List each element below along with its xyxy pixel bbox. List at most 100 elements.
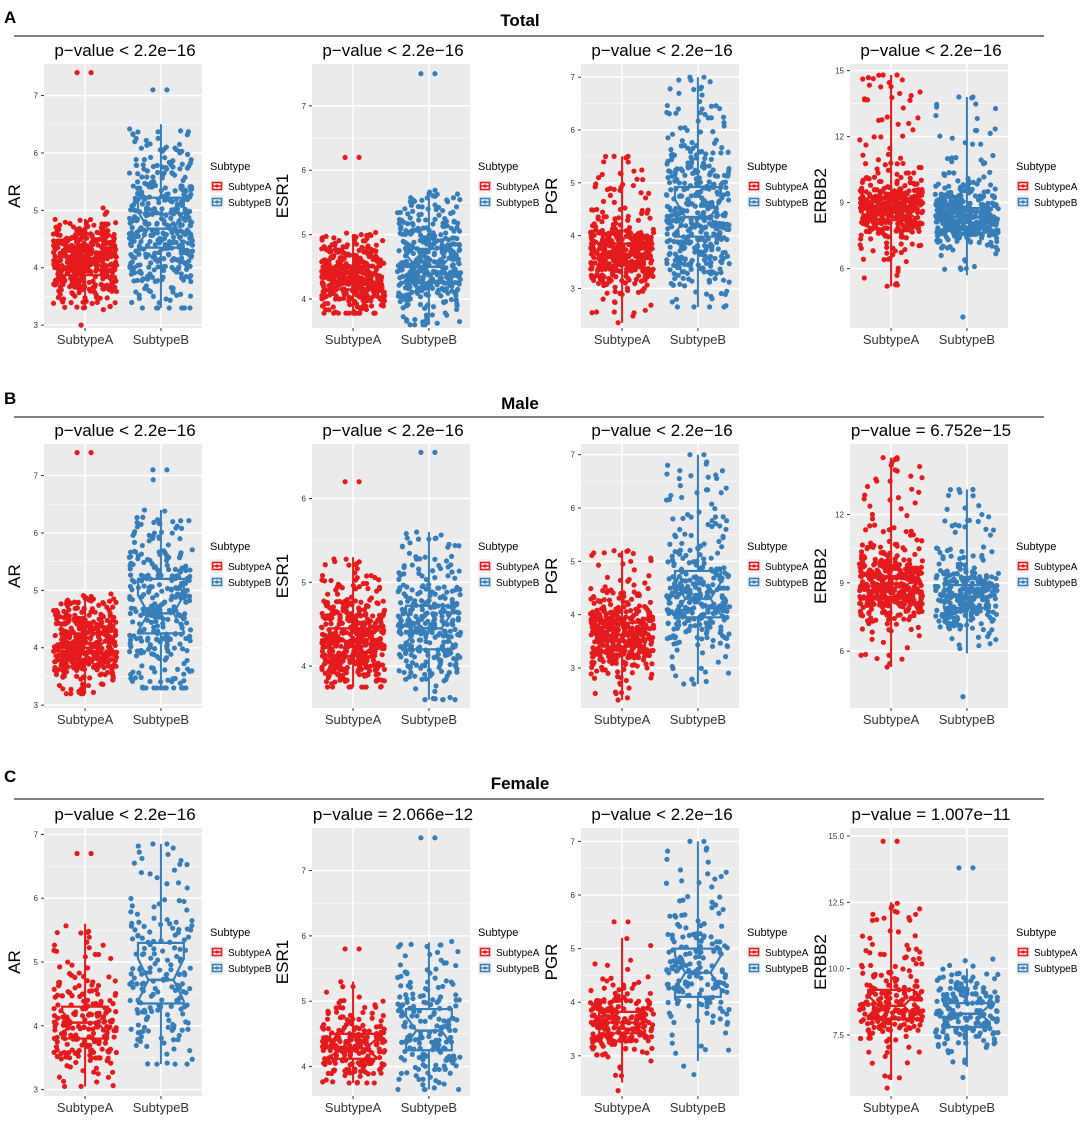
data-point [412, 316, 418, 323]
x-tick-label: SubtypeA [57, 332, 114, 347]
data-point [171, 256, 177, 262]
data-point [177, 641, 183, 647]
y-tick-label: 5 [34, 586, 39, 595]
data-point [169, 264, 175, 271]
data-point [161, 256, 167, 262]
data-point [646, 190, 652, 196]
data-point [73, 637, 79, 643]
p-value-title: p−value < 2.2e−16 [860, 41, 1001, 60]
data-point [338, 643, 344, 649]
data-point [682, 172, 688, 178]
data-point [667, 220, 673, 226]
data-point [909, 229, 915, 235]
data-point [75, 620, 81, 626]
data-point [341, 250, 347, 256]
data-point [343, 556, 349, 562]
data-point [978, 157, 984, 163]
data-point [52, 632, 58, 639]
data-point [166, 554, 172, 560]
data-point [875, 230, 881, 236]
data-point [52, 664, 58, 671]
data-point [691, 304, 697, 310]
data-point [425, 255, 431, 261]
y-tick-label: 4 [571, 232, 576, 241]
data-point [154, 162, 160, 169]
data-point [76, 264, 83, 270]
data-point [323, 293, 329, 300]
data-point [50, 231, 57, 237]
data-point [338, 254, 344, 261]
data-point [126, 235, 133, 241]
data-point [681, 142, 687, 149]
data-point [70, 224, 77, 230]
data-point [403, 530, 409, 537]
data-point [689, 201, 695, 207]
data-point [712, 255, 718, 262]
data-point [910, 127, 916, 133]
data-point [698, 224, 705, 230]
data-point [139, 305, 146, 311]
x-tick-label: SubtypeB [670, 332, 726, 347]
data-point [590, 207, 596, 213]
data-point [960, 181, 966, 188]
data-point [859, 188, 865, 194]
y-tick-label: 3 [34, 701, 39, 710]
data-point [177, 613, 183, 619]
legend-title: Subtype [747, 161, 787, 173]
data-point [425, 269, 431, 276]
data-point [914, 214, 921, 221]
data-point [359, 294, 365, 300]
data-point [417, 294, 424, 300]
data-point [449, 600, 456, 606]
data-point [323, 621, 329, 627]
data-point [88, 240, 95, 246]
data-point [907, 97, 913, 103]
data-point [189, 186, 195, 192]
data-point [645, 265, 651, 272]
legend-key-point [752, 200, 756, 204]
data-point [668, 146, 674, 153]
data-point [127, 264, 133, 270]
data-point [937, 133, 943, 139]
data-point [110, 242, 117, 248]
data-point [408, 652, 414, 658]
data-point [897, 90, 903, 97]
data-point [74, 304, 80, 310]
data-point [650, 230, 657, 236]
data-point [422, 554, 428, 560]
data-point [67, 220, 73, 227]
p-value-title: p−value < 2.2e−16 [54, 41, 195, 60]
data-point [60, 686, 66, 692]
data-point [367, 232, 373, 238]
data-point [407, 540, 413, 546]
data-point [52, 216, 58, 223]
data-point [870, 76, 876, 82]
data-point [673, 205, 679, 212]
data-point [112, 650, 118, 656]
data-point [432, 634, 438, 640]
data-point [170, 164, 176, 170]
data-point [610, 224, 617, 230]
data-point [436, 212, 442, 218]
data-point [50, 249, 57, 256]
data-point [152, 669, 158, 675]
data-point [940, 243, 946, 249]
data-point [920, 208, 926, 214]
data-point [429, 312, 435, 318]
data-point [456, 261, 462, 267]
data-point [684, 127, 690, 133]
data-point [150, 533, 156, 539]
data-point [381, 627, 387, 634]
data-point [161, 170, 167, 176]
data-point [172, 188, 178, 194]
data-point [373, 229, 379, 236]
data-point [708, 156, 714, 162]
data-point [861, 196, 867, 202]
data-point [325, 591, 331, 597]
data-point [164, 585, 171, 592]
panel-letter-C: C [4, 767, 16, 786]
data-point [334, 591, 341, 597]
data-point [399, 623, 405, 629]
box-body [136, 196, 185, 249]
data-point [58, 287, 64, 293]
